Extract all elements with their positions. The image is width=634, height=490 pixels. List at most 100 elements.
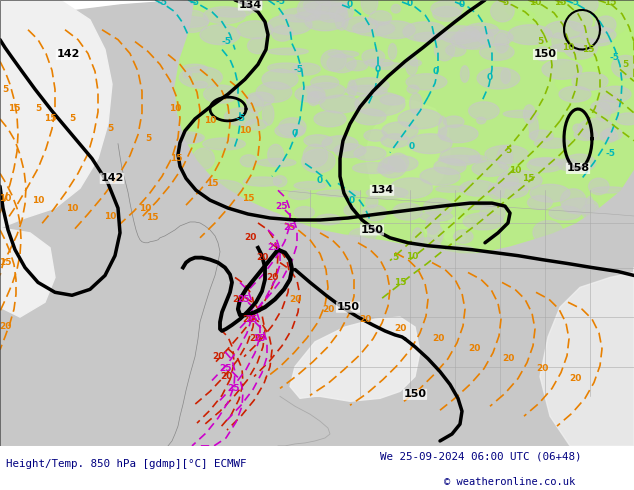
Ellipse shape [485,145,528,164]
Ellipse shape [200,25,240,45]
Ellipse shape [545,21,585,39]
Ellipse shape [303,144,328,167]
Ellipse shape [268,15,312,35]
Ellipse shape [458,201,494,209]
Ellipse shape [204,7,245,24]
Text: 25: 25 [220,364,232,373]
Ellipse shape [304,135,332,147]
Ellipse shape [317,0,349,6]
Ellipse shape [403,22,447,42]
Polygon shape [0,228,55,317]
Polygon shape [555,25,634,104]
Ellipse shape [279,118,306,137]
Text: 0: 0 [347,0,353,9]
Text: 20: 20 [569,374,581,383]
Ellipse shape [453,230,473,243]
Ellipse shape [590,39,611,46]
Ellipse shape [246,92,274,106]
Text: 5: 5 [505,146,511,155]
Ellipse shape [472,161,508,176]
Ellipse shape [316,214,341,225]
Text: 20: 20 [394,324,406,334]
Ellipse shape [549,206,581,220]
Ellipse shape [434,38,455,61]
Text: 20: 20 [0,322,11,332]
Ellipse shape [527,196,552,209]
Text: 5: 5 [502,0,508,7]
Ellipse shape [427,224,443,245]
Ellipse shape [433,6,461,21]
Text: 15: 15 [582,45,594,54]
Ellipse shape [446,44,466,56]
Ellipse shape [191,183,216,195]
Ellipse shape [335,235,367,245]
Ellipse shape [465,23,498,37]
Ellipse shape [380,95,404,105]
Text: 10: 10 [66,203,78,213]
Polygon shape [555,10,580,28]
Text: 20: 20 [359,315,371,323]
Ellipse shape [595,16,616,33]
Text: 25: 25 [276,201,288,211]
Text: 20: 20 [220,372,232,381]
Ellipse shape [346,60,368,71]
Ellipse shape [388,153,408,172]
Text: 0: 0 [317,176,323,185]
Text: 20: 20 [256,253,268,262]
Ellipse shape [448,217,472,229]
Text: 10: 10 [104,212,116,220]
Ellipse shape [382,122,418,140]
Ellipse shape [550,240,576,254]
Ellipse shape [334,144,366,158]
Ellipse shape [552,33,564,49]
Text: 20: 20 [322,305,334,314]
Ellipse shape [322,136,358,151]
Ellipse shape [307,92,325,104]
Ellipse shape [245,120,267,130]
Ellipse shape [321,49,346,71]
Ellipse shape [204,85,238,103]
Text: We 25-09-2024 06:00 UTC (06+48): We 25-09-2024 06:00 UTC (06+48) [380,452,582,462]
Text: 0: 0 [459,0,465,9]
Text: 10: 10 [529,0,541,7]
Ellipse shape [246,0,262,12]
Text: 20: 20 [249,334,261,343]
Ellipse shape [414,32,443,42]
Ellipse shape [346,85,387,96]
Ellipse shape [249,213,276,228]
Ellipse shape [534,138,571,148]
Text: 25: 25 [267,243,279,252]
Text: 10: 10 [204,117,216,125]
Text: 0: 0 [292,129,298,138]
Ellipse shape [424,198,452,216]
Ellipse shape [560,189,586,212]
Ellipse shape [529,158,564,167]
Ellipse shape [214,8,251,17]
Ellipse shape [585,236,609,250]
Ellipse shape [471,31,480,41]
Ellipse shape [317,190,361,196]
Ellipse shape [426,216,439,234]
Text: 15: 15 [8,104,20,114]
Ellipse shape [438,155,482,163]
Ellipse shape [501,69,510,84]
Ellipse shape [564,36,597,59]
Ellipse shape [294,206,314,218]
Text: 10: 10 [562,43,574,52]
Ellipse shape [524,105,535,123]
Ellipse shape [588,178,609,195]
Ellipse shape [366,196,378,208]
Ellipse shape [420,212,453,221]
Text: 0: 0 [407,0,413,8]
Ellipse shape [407,85,419,93]
Ellipse shape [273,176,287,187]
Ellipse shape [315,2,347,22]
Text: -5: -5 [157,0,167,7]
Ellipse shape [256,82,292,102]
Text: 5: 5 [35,104,41,114]
Ellipse shape [377,166,395,174]
Ellipse shape [292,63,320,75]
Ellipse shape [594,211,626,225]
Text: 25: 25 [238,295,250,304]
Ellipse shape [488,183,504,199]
